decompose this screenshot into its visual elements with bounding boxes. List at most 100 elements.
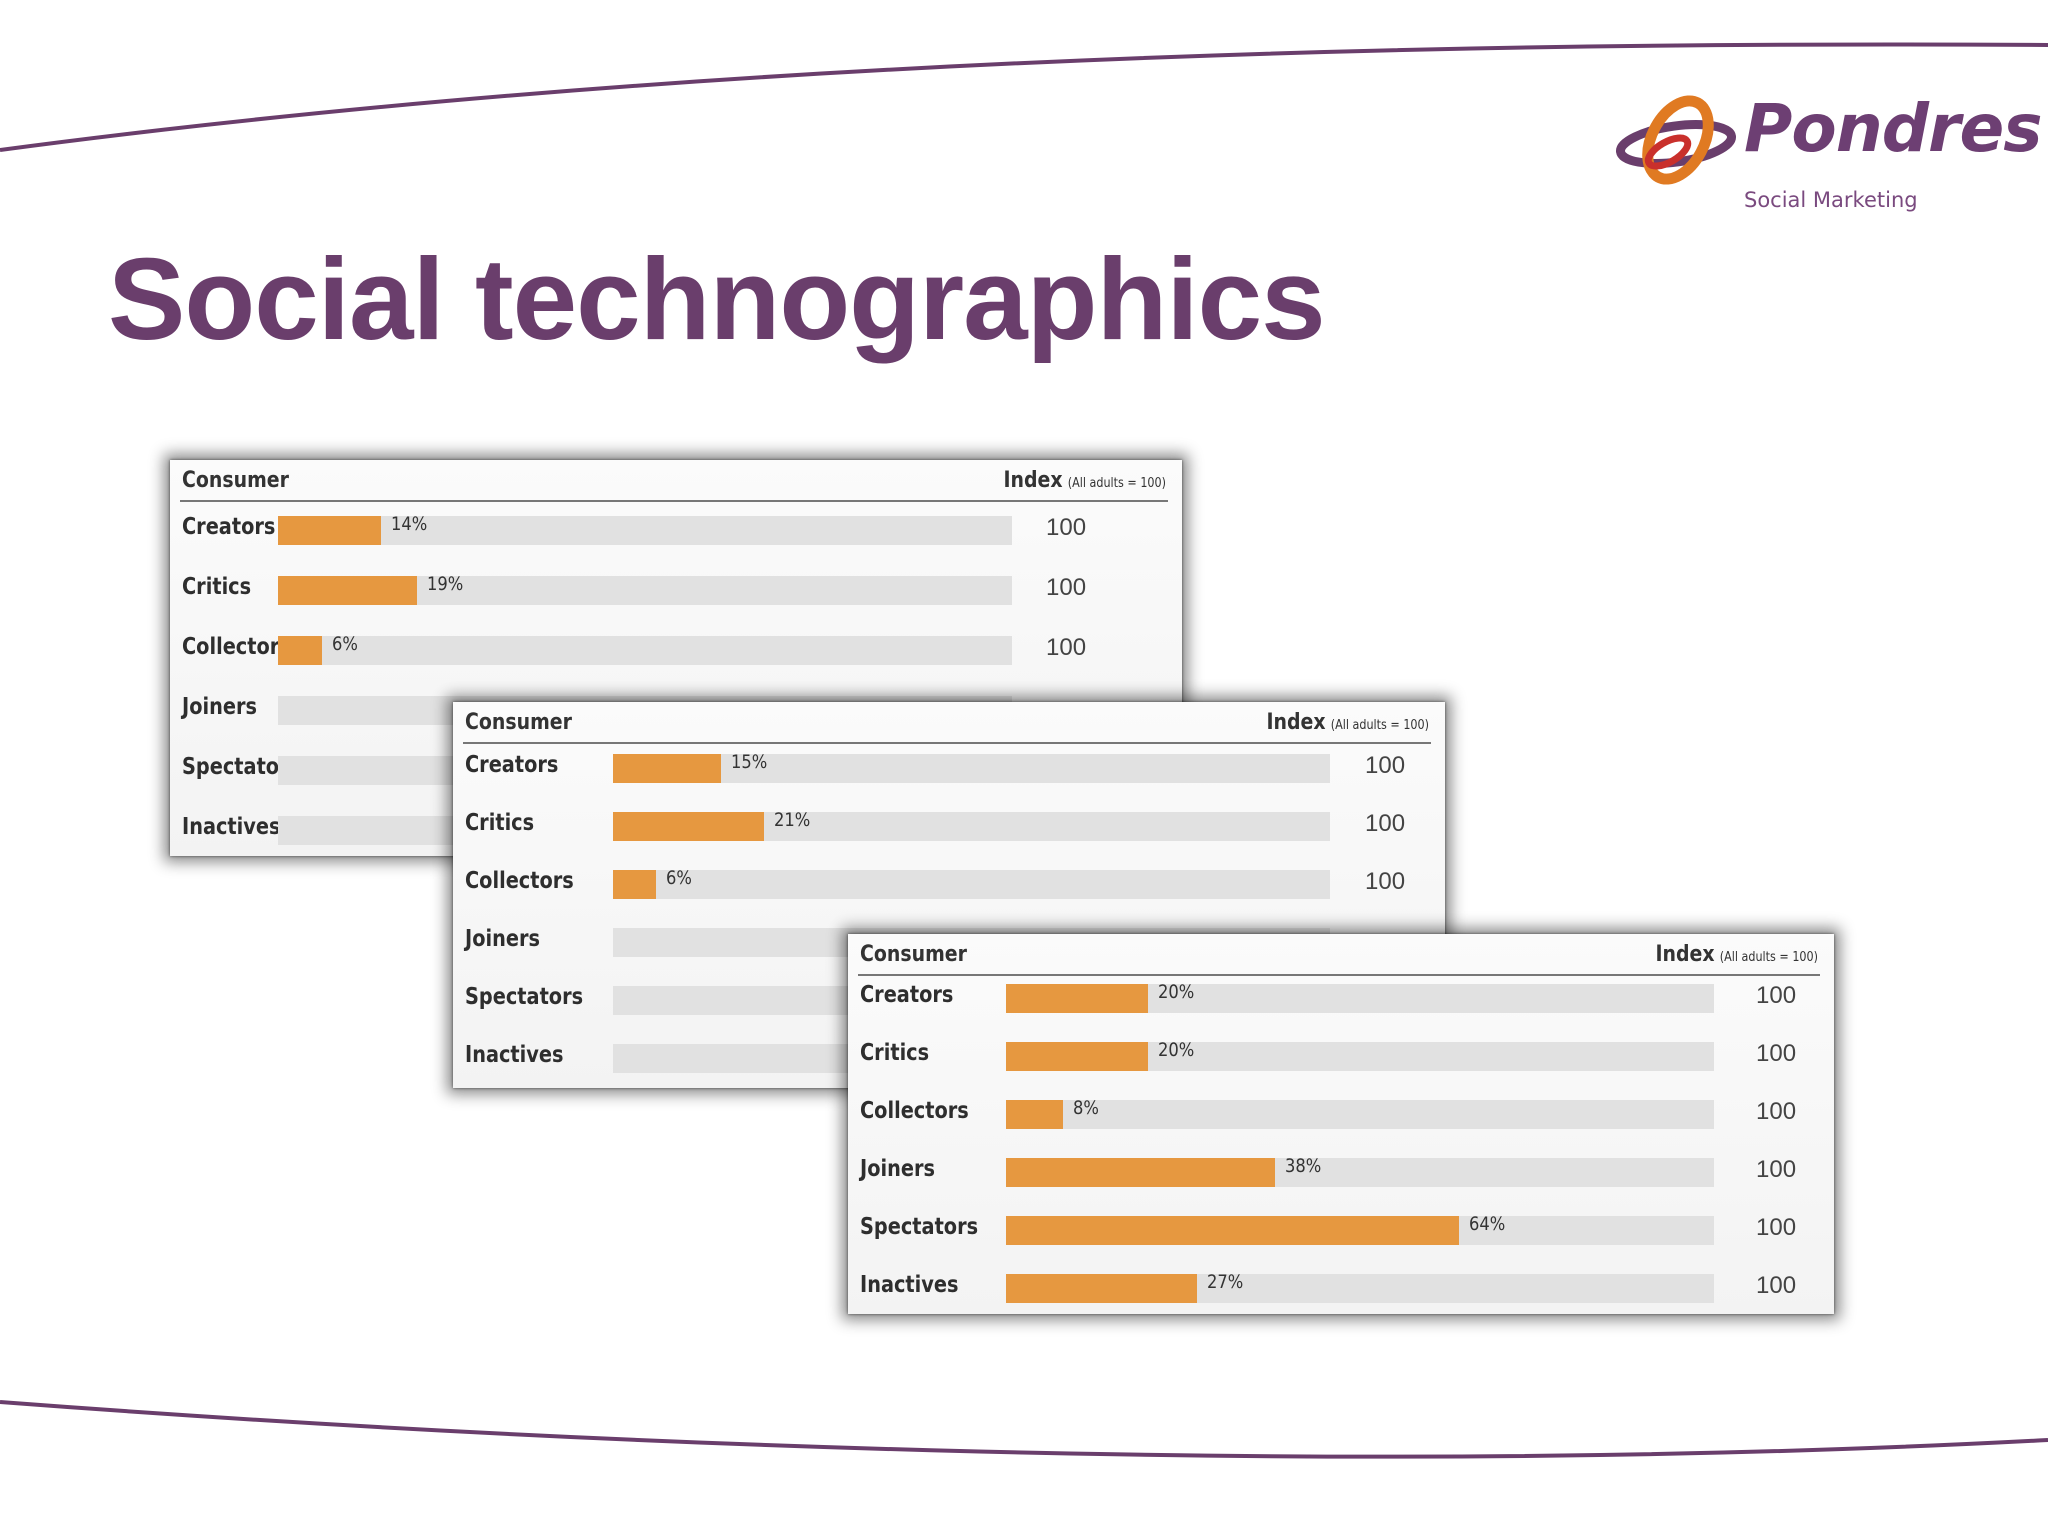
column-header-index: Index (All adults = 100) [1266, 710, 1429, 735]
bar [613, 870, 656, 899]
logo-wordmark: Pondres [1744, 90, 2043, 167]
bar [613, 754, 721, 783]
index-value: 100 [1756, 1098, 1797, 1125]
index-value: 100 [1046, 634, 1087, 661]
header-rule [180, 500, 1168, 502]
bar-track [278, 516, 1012, 545]
header-rule [858, 974, 1820, 976]
index-header-note: (All adults = 100) [1067, 476, 1166, 491]
bar-row: Collectors 6% 100 [453, 862, 1445, 902]
category-label: Inactives [182, 814, 281, 840]
column-header-index: Index (All adults = 100) [1003, 468, 1166, 493]
index-value: 100 [1756, 1156, 1797, 1183]
top-decorative-curve [0, 42, 2048, 152]
bar [1006, 1216, 1459, 1245]
category-label: Creators [182, 514, 276, 540]
index-value: 100 [1365, 810, 1406, 837]
bar-track [278, 636, 1012, 665]
bar [278, 576, 417, 605]
bottom-decorative-curve [0, 1400, 2048, 1459]
category-label: Joiners [465, 926, 540, 952]
bar [278, 636, 322, 665]
bar [1006, 1042, 1148, 1071]
bar-row: Critics 19% 100 [170, 568, 1182, 608]
bar-row: Creators 20% 100 [848, 976, 1834, 1016]
bar [1006, 1274, 1197, 1303]
bar-row: Inactives 27% 100 [848, 1266, 1834, 1306]
column-header-index: Index (All adults = 100) [1655, 942, 1818, 967]
bar-track [1006, 1216, 1714, 1245]
index-header-label: Index [1655, 942, 1715, 967]
bar-track [1006, 1100, 1714, 1129]
category-label: Critics [860, 1040, 930, 1066]
category-label: Joiners [860, 1156, 935, 1182]
bar [1006, 1158, 1275, 1187]
bar-row: Creators 14% 100 [170, 508, 1182, 548]
index-value: 100 [1365, 868, 1406, 895]
index-value: 100 [1046, 574, 1087, 601]
category-label: Creators [860, 982, 954, 1008]
bar-value-label: 8% [1073, 1097, 1099, 1119]
bar [613, 812, 764, 841]
bar-row: Critics 21% 100 [453, 804, 1445, 844]
category-label: Collectors [465, 868, 574, 894]
bar [1006, 984, 1148, 1013]
index-header-note: (All adults = 100) [1719, 950, 1818, 965]
index-value: 100 [1046, 514, 1087, 541]
index-value: 100 [1365, 752, 1406, 779]
category-label: Collectors [860, 1098, 969, 1124]
bar-value-label: 6% [332, 633, 358, 655]
bar-value-label: 20% [1158, 1039, 1195, 1061]
index-value: 100 [1756, 1272, 1797, 1299]
bar-value-label: 20% [1158, 981, 1195, 1003]
index-header-label: Index [1266, 710, 1326, 735]
category-label: Inactives [465, 1042, 564, 1068]
company-logo: Pondres Social Marketing [1610, 88, 2043, 228]
bar-value-label: 64% [1469, 1213, 1506, 1235]
index-header-label: Index [1003, 468, 1063, 493]
category-label: Collectors [182, 634, 291, 660]
bar-value-label: 19% [427, 573, 464, 595]
bar-track [613, 754, 1330, 783]
column-header-consumer: Consumer [182, 468, 289, 493]
bar-row: Collectors 8% 100 [848, 1092, 1834, 1132]
index-header-note: (All adults = 100) [1330, 718, 1429, 733]
header-rule [463, 742, 1431, 744]
bar-track [1006, 1042, 1714, 1071]
category-label: Critics [182, 574, 252, 600]
bar-row: Creators 15% 100 [453, 746, 1445, 786]
column-header-consumer: Consumer [465, 710, 572, 735]
index-value: 100 [1756, 1040, 1797, 1067]
bar-track [278, 576, 1012, 605]
column-header-consumer: Consumer [860, 942, 967, 967]
bar-track [1006, 1274, 1714, 1303]
bar-track [1006, 984, 1714, 1013]
logo-tagline: Social Marketing [1744, 188, 1918, 212]
bar-value-label: 6% [666, 867, 692, 889]
bar-row: Spectators 64% 100 [848, 1208, 1834, 1248]
slide-title: Social technographics [108, 234, 1326, 364]
bar-value-label: 14% [391, 513, 428, 535]
category-label: Inactives [860, 1272, 959, 1298]
category-label: Spectators [860, 1214, 979, 1240]
bar-value-label: 27% [1207, 1271, 1244, 1293]
category-label: Creators [465, 752, 559, 778]
bar-row: Joiners 38% 100 [848, 1150, 1834, 1190]
category-label: Joiners [182, 694, 257, 720]
bar-track [613, 812, 1330, 841]
bar-row: Collectors 6% 100 [170, 628, 1182, 668]
category-label: Critics [465, 810, 535, 836]
bar-row: Critics 20% 100 [848, 1034, 1834, 1074]
bar [278, 516, 381, 545]
bar-track [1006, 1158, 1714, 1187]
bar-track [613, 870, 1330, 899]
bar [1006, 1100, 1063, 1129]
category-label: Spectators [465, 984, 584, 1010]
bar-value-label: 15% [731, 751, 768, 773]
index-value: 100 [1756, 982, 1797, 1009]
bar-value-label: 38% [1285, 1155, 1322, 1177]
pondres-swirl-logo-icon [1615, 95, 1737, 185]
technographics-chart-3: Consumer Index (All adults = 100) Creators 2… [848, 934, 1834, 1314]
bar-value-label: 21% [774, 809, 811, 831]
